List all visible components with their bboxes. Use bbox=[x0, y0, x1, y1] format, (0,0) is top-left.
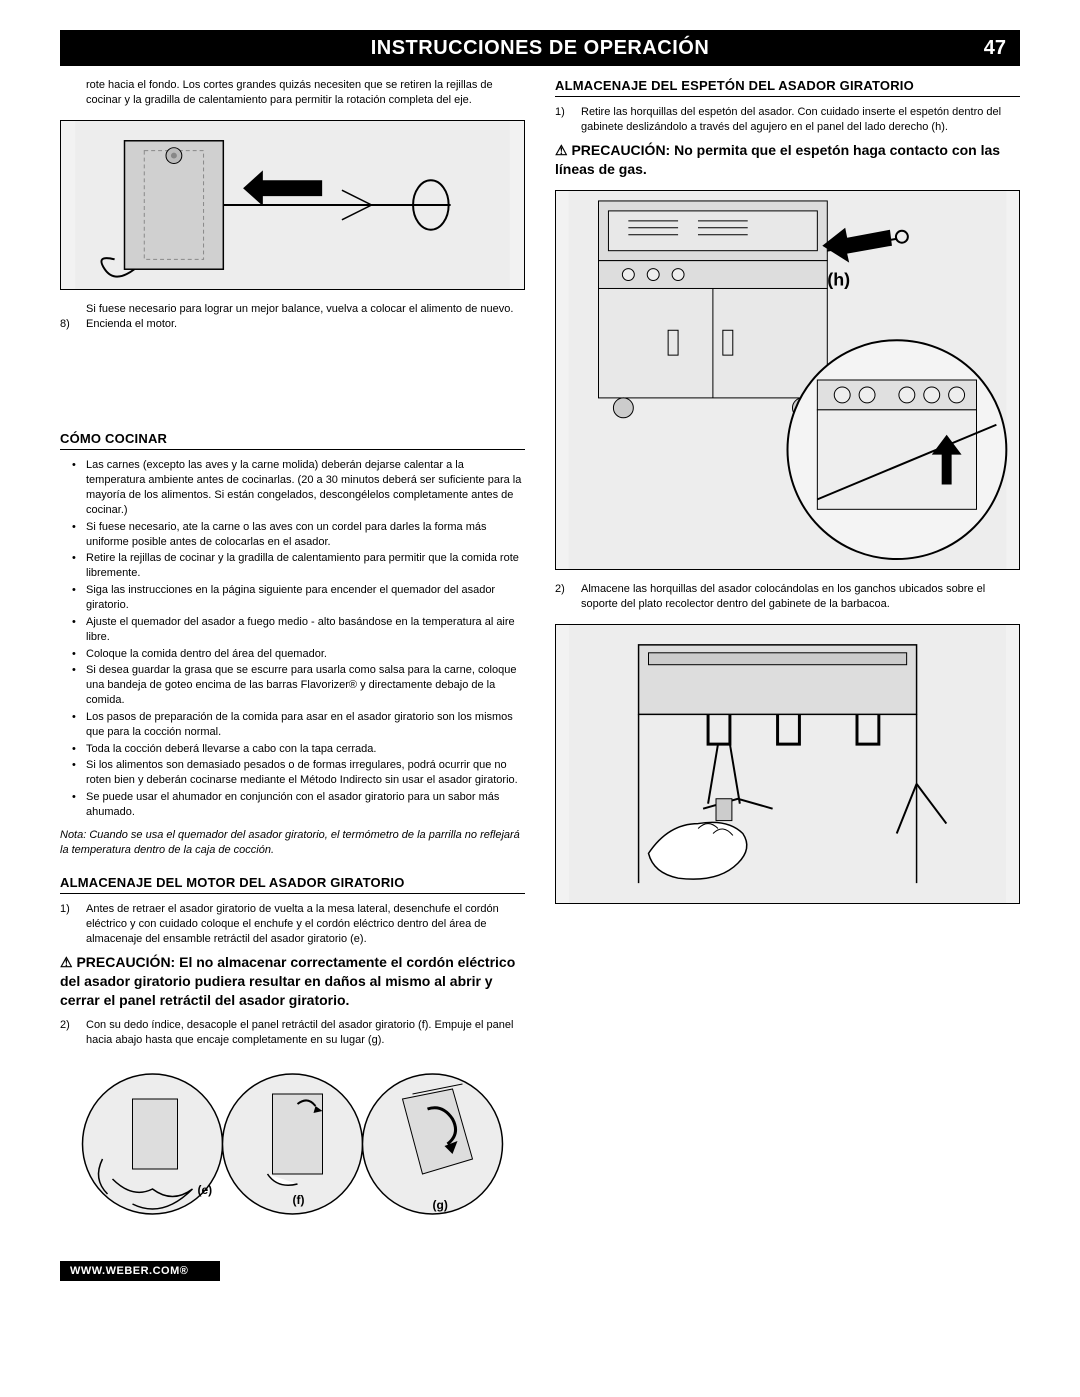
bullet: Coloque la comida dentro del área del qu… bbox=[86, 647, 525, 662]
warning-motor: ⚠ PRECAUCIÓN: El no almacenar correctame… bbox=[60, 953, 525, 1010]
espeton-step-2: 2) Almacene las horquillas del asador co… bbox=[555, 582, 1020, 612]
motor-step-2: 2) Con su dedo índice, desacople el pane… bbox=[60, 1018, 525, 1048]
svg-text:(g): (g) bbox=[433, 1198, 448, 1212]
header-bar: INSTRUCCIONES DE OPERACIÓN 47 bbox=[60, 30, 1020, 66]
step-8: 8) Encienda el motor. bbox=[60, 317, 525, 332]
cooking-bullets: Las carnes (excepto las aves y la carne … bbox=[60, 458, 525, 819]
section-como-cocinar: CÓMO COCINAR bbox=[60, 431, 525, 450]
intro-paragraph: rote hacia el fondo. Los cortes grandes … bbox=[86, 78, 525, 108]
page-number: 47 bbox=[984, 37, 1006, 60]
bullet: Retire la rejillas de cocinar y la gradi… bbox=[86, 551, 525, 581]
bullet: Ajuste el quemador del asador a fuego me… bbox=[86, 615, 525, 645]
right-column: ALMACENAJE DEL ESPETÓN DEL ASADOR GIRATO… bbox=[555, 78, 1020, 1241]
balance-note: Si fuese necesario para lograr un mejor … bbox=[86, 302, 525, 317]
page-title: INSTRUCCIONES DE OPERACIÓN bbox=[371, 37, 710, 60]
section-motor-storage: ALMACENAJE DEL MOTOR DEL ASADOR GIRATORI… bbox=[60, 875, 525, 894]
figure-motor-steps: (e) (f) (g) bbox=[60, 1059, 525, 1229]
bullet: Se puede usar el ahumador en conjunción … bbox=[86, 790, 525, 820]
svg-text:(h): (h) bbox=[827, 270, 850, 290]
figure-fork-storage bbox=[555, 624, 1020, 904]
motor-step-1: 1) Antes de retraer el asador giratorio … bbox=[60, 902, 525, 947]
bullet: Toda la cocción deberá llevarse a cabo c… bbox=[86, 742, 525, 757]
left-column: rote hacia el fondo. Los cortes grandes … bbox=[60, 78, 525, 1241]
bullet: Si los alimentos son demasiado pesados o… bbox=[86, 758, 525, 788]
figure-rotisserie-balance bbox=[60, 120, 525, 290]
svg-text:(f): (f) bbox=[293, 1193, 305, 1207]
figure-espeton-insert: (h) bbox=[555, 190, 1020, 570]
bullet: Si desea guardar la grasa que se escurre… bbox=[86, 663, 525, 708]
warning-espeton: ⚠ PRECAUCIÓN: No permita que el espetón … bbox=[555, 141, 1020, 179]
bullet: Las carnes (excepto las aves y la carne … bbox=[86, 458, 525, 517]
cooking-note: Nota: Cuando se usa el quemador del asad… bbox=[60, 828, 525, 858]
espeton-step-1: 1) Retire las horquillas del espetón del… bbox=[555, 105, 1020, 135]
bullet: Si fuese necesario, ate la carne o las a… bbox=[86, 520, 525, 550]
footer-url: WWW.WEBER.COM® bbox=[60, 1261, 220, 1281]
bullet: Siga las instrucciones en la página sigu… bbox=[86, 583, 525, 613]
bullet: Los pasos de preparación de la comida pa… bbox=[86, 710, 525, 740]
svg-text:(e): (e) bbox=[198, 1183, 213, 1197]
section-espeton-storage: ALMACENAJE DEL ESPETÓN DEL ASADOR GIRATO… bbox=[555, 78, 1020, 97]
